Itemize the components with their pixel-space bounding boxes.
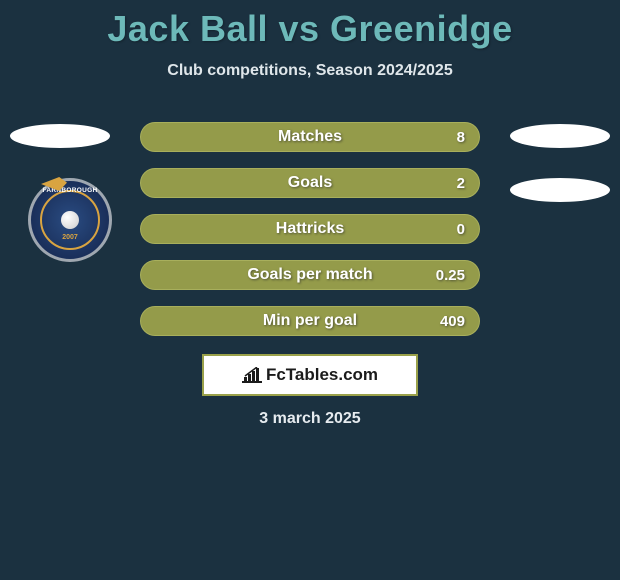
stats-container: Matches 8 Goals 2 Hattricks 0 Goals per … [140, 122, 480, 352]
badge-year: 2007 [62, 234, 78, 241]
badge-ball-icon [61, 211, 79, 229]
stat-value: 8 [457, 129, 465, 146]
badge-club-name: FARNBOROUGH [43, 187, 98, 194]
stat-row-goals: Goals 2 [140, 168, 480, 198]
stat-row-goals-per-match: Goals per match 0.25 [140, 260, 480, 290]
brand-text: FcTables.com [266, 365, 378, 385]
stat-label: Matches [278, 128, 342, 146]
date-label: 3 march 2025 [0, 410, 620, 428]
stat-label: Goals per match [247, 266, 372, 284]
player-right-placeholder-1 [510, 124, 610, 148]
stat-label: Goals [288, 174, 332, 192]
brand-attribution: FcTables.com [202, 354, 418, 396]
badge-inner-ring [40, 190, 100, 250]
stat-row-matches: Matches 8 [140, 122, 480, 152]
chart-icon [242, 367, 262, 383]
stat-value: 0 [457, 221, 465, 238]
stat-value: 2 [457, 175, 465, 192]
season-subtitle: Club competitions, Season 2024/2025 [0, 62, 620, 80]
player-left-placeholder [10, 124, 110, 148]
club-badge: FARNBOROUGH 2007 [28, 178, 112, 262]
stat-value: 409 [440, 313, 465, 330]
stat-row-hattricks: Hattricks 0 [140, 214, 480, 244]
stat-label: Hattricks [276, 220, 344, 238]
stat-row-min-per-goal: Min per goal 409 [140, 306, 480, 336]
player-right-placeholder-2 [510, 178, 610, 202]
stat-label: Min per goal [263, 312, 357, 330]
comparison-title: Jack Ball vs Greenidge [0, 0, 620, 50]
stat-value: 0.25 [436, 267, 465, 284]
